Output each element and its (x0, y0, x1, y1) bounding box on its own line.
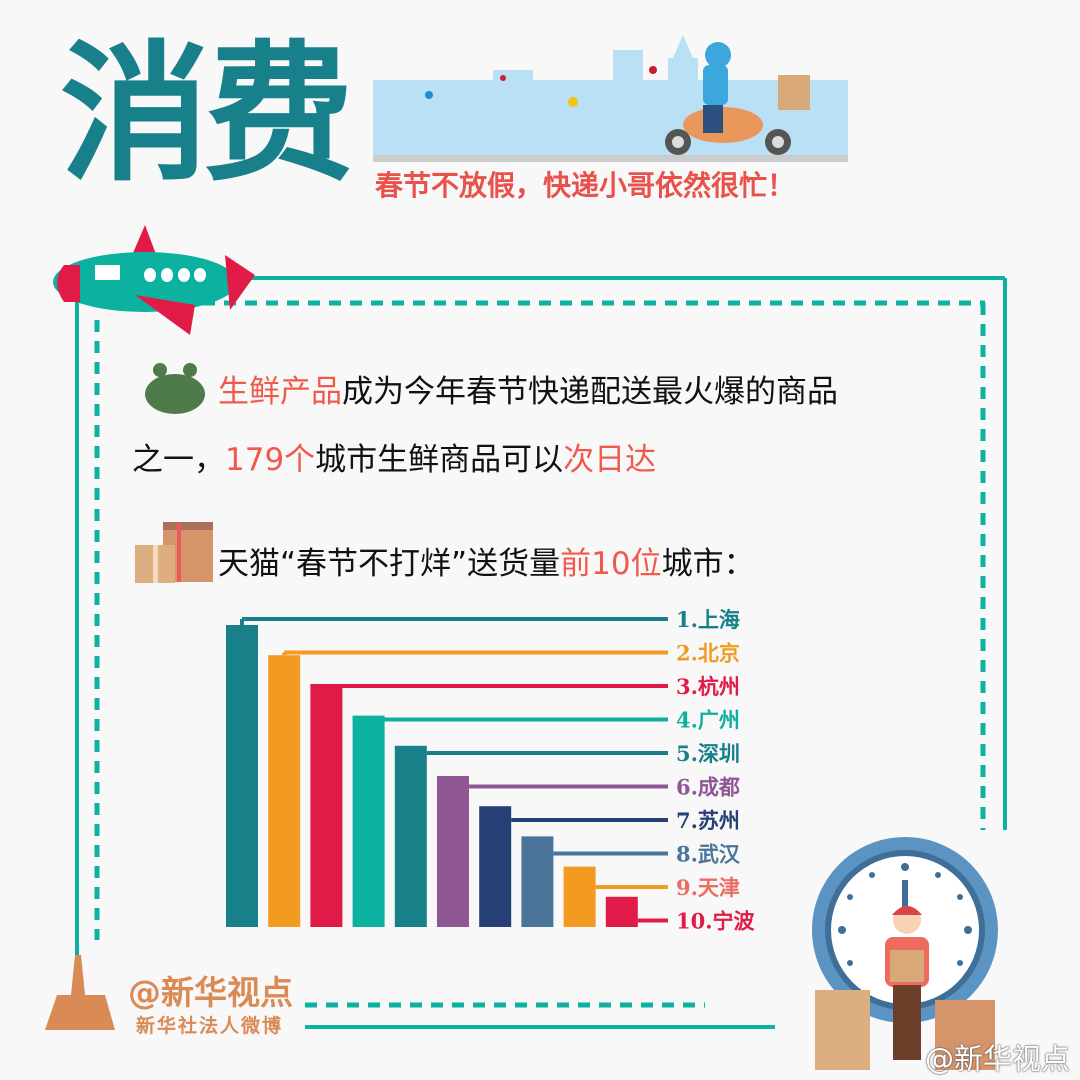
bar (521, 836, 554, 927)
category-label: 5.深圳 (676, 741, 740, 766)
bar (268, 655, 301, 927)
bar (352, 715, 385, 927)
text: 城市： (661, 546, 755, 582)
bar (394, 745, 427, 927)
category-label: 9.天津 (676, 875, 740, 900)
category-label: 1.上海 (676, 607, 740, 632)
category-label: 6.成都 (676, 775, 740, 800)
category-label: 7.苏州 (676, 808, 740, 833)
package-icon (135, 522, 213, 583)
bar (479, 806, 512, 927)
watermark: @新华视点 (925, 1042, 1071, 1076)
page-subtitle: 春节不放假，快递小哥依然很忙！ (375, 169, 796, 202)
bar (563, 866, 596, 927)
bar (226, 625, 258, 927)
brand-name: @新华视点 (128, 973, 293, 1012)
text: 之一， (132, 442, 225, 478)
bar (605, 896, 638, 927)
text: 成为今年春节快递配送最火爆的商品 (342, 374, 838, 410)
airplane-icon (53, 225, 255, 335)
xinhua-logo (45, 955, 115, 1030)
text: 天猫“春节不打烊”送货量 (218, 546, 561, 582)
scooter-rider-icon (665, 42, 810, 155)
city-scooter-illustration (373, 35, 848, 162)
chart-heading: 天猫“春节不打烊”送货量前10位城市： (218, 538, 755, 583)
clock-icon (812, 837, 998, 1070)
intro-line-1: 生鲜产品成为今年春节快递配送最火爆的商品 (218, 366, 838, 411)
crab-icon (145, 363, 205, 414)
brand-subtitle: 新华社法人微博 (136, 1015, 284, 1037)
highlight-city-count: 179个 (225, 442, 316, 478)
category-label: 3.杭州 (676, 674, 740, 699)
highlight-fresh-products: 生鲜产品 (218, 374, 342, 410)
highlight-top10: 前10位 (560, 546, 662, 582)
courier-icon (885, 906, 929, 1060)
category-label: 2.北京 (676, 641, 740, 666)
text: 城市生鲜商品可以 (315, 442, 564, 478)
category-label: 8.武汉 (676, 842, 741, 867)
page-title: 消费 (60, 28, 354, 202)
category-label: 10.宁波 (676, 909, 756, 934)
highlight-next-day: 次日达 (563, 442, 657, 478)
intro-line-2: 之一，179个城市生鲜商品可以次日达 (132, 434, 656, 479)
bar (437, 776, 469, 927)
bar (310, 685, 343, 927)
category-label: 4.广州 (676, 708, 740, 733)
